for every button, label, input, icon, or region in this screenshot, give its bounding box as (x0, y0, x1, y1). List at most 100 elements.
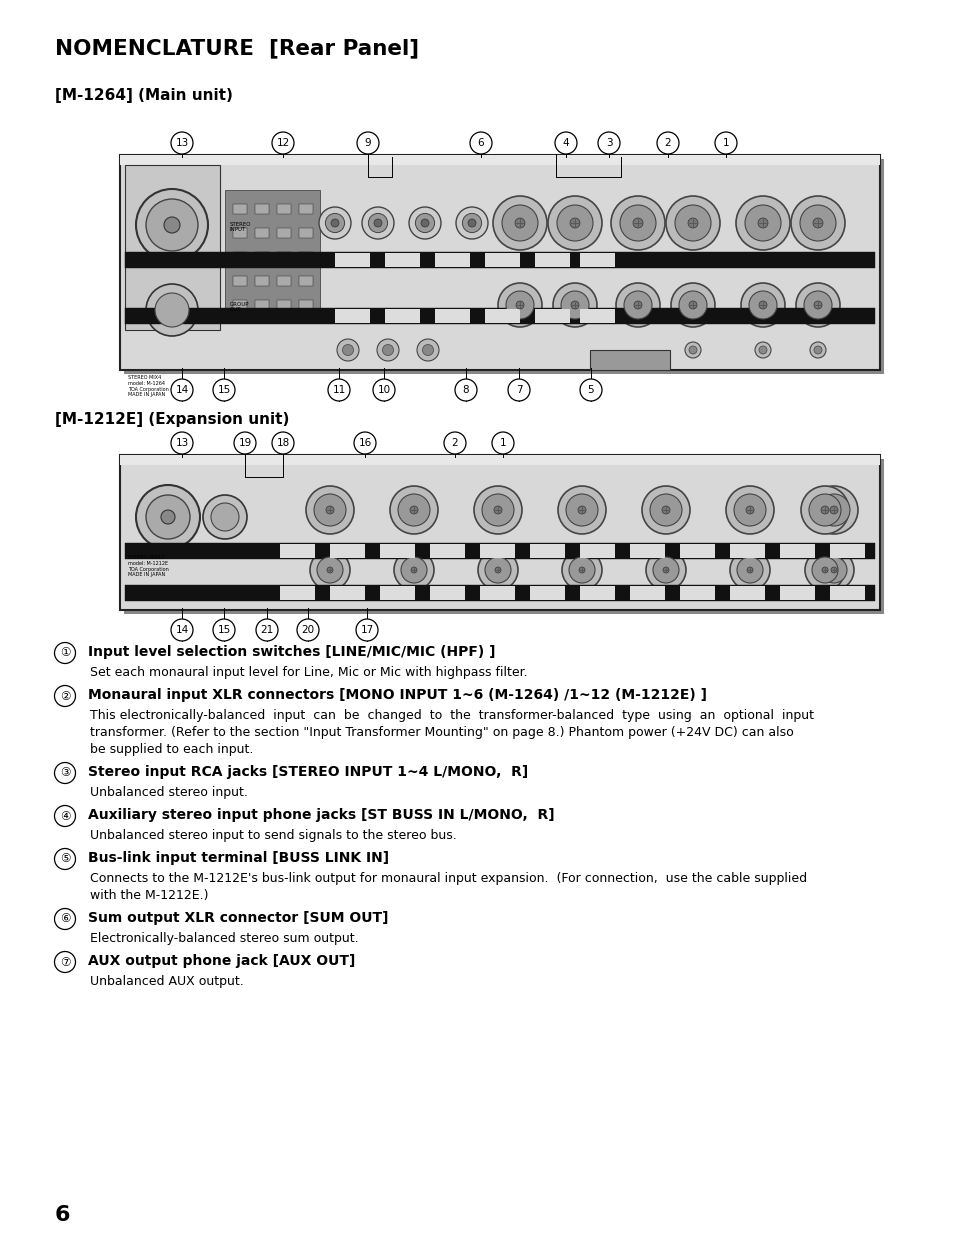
Text: 21: 21 (260, 625, 274, 635)
Bar (535, 253, 569, 267)
Circle shape (565, 494, 598, 526)
Bar (484, 253, 519, 267)
Text: with the M-1212E.): with the M-1212E.) (90, 889, 209, 902)
Circle shape (811, 557, 837, 583)
Circle shape (547, 196, 601, 249)
Circle shape (495, 567, 500, 573)
Circle shape (649, 494, 681, 526)
Bar (729, 585, 764, 600)
Bar (679, 585, 714, 600)
Circle shape (410, 506, 417, 514)
Bar (225, 190, 319, 320)
Text: 8: 8 (462, 385, 469, 395)
Circle shape (558, 487, 605, 534)
Text: 17: 17 (360, 625, 374, 635)
Circle shape (327, 567, 333, 573)
Circle shape (376, 338, 398, 361)
Bar (298, 252, 313, 262)
Circle shape (409, 207, 440, 240)
Circle shape (481, 494, 514, 526)
Bar (233, 300, 247, 310)
Bar (254, 275, 269, 287)
Bar (298, 228, 313, 238)
Circle shape (255, 619, 277, 641)
Circle shape (171, 132, 193, 154)
Bar (330, 585, 365, 600)
Bar (385, 253, 419, 267)
Bar (120, 454, 879, 610)
Text: 13: 13 (175, 138, 189, 148)
Bar (629, 543, 664, 558)
Circle shape (515, 219, 524, 228)
Text: ④: ④ (60, 809, 71, 823)
Bar (276, 252, 291, 262)
Bar (435, 309, 470, 324)
Circle shape (569, 219, 579, 228)
Bar (120, 454, 879, 466)
Circle shape (420, 219, 429, 227)
Circle shape (505, 291, 534, 319)
Circle shape (688, 346, 697, 354)
Circle shape (411, 567, 416, 573)
Circle shape (164, 217, 180, 233)
Circle shape (670, 283, 714, 327)
Circle shape (477, 550, 517, 590)
Circle shape (474, 487, 521, 534)
Circle shape (336, 338, 358, 361)
Bar (479, 543, 515, 558)
Bar (379, 585, 415, 600)
Circle shape (652, 557, 679, 583)
Text: 9: 9 (364, 138, 371, 148)
Circle shape (54, 848, 75, 869)
Circle shape (809, 487, 857, 534)
Circle shape (714, 132, 737, 154)
Bar (125, 585, 874, 601)
Text: 2: 2 (664, 138, 671, 148)
Text: 13: 13 (175, 438, 189, 448)
Circle shape (687, 219, 698, 228)
Text: 16: 16 (358, 438, 372, 448)
Bar (233, 275, 247, 287)
Circle shape (795, 283, 840, 327)
Text: 15: 15 (217, 385, 231, 395)
Circle shape (203, 495, 247, 538)
Circle shape (821, 506, 828, 514)
Circle shape (830, 567, 836, 573)
Text: Set each monaural input level for Line, Mic or Mic with highpass filter.: Set each monaural input level for Line, … (90, 666, 527, 679)
Circle shape (318, 207, 351, 240)
Text: [M-1264] (Main unit): [M-1264] (Main unit) (55, 88, 233, 103)
Bar (254, 300, 269, 310)
Text: 19: 19 (238, 438, 252, 448)
Bar (254, 252, 269, 262)
Circle shape (745, 506, 753, 514)
Circle shape (213, 379, 234, 401)
Circle shape (493, 196, 546, 249)
Circle shape (733, 494, 765, 526)
Bar (276, 300, 291, 310)
Circle shape (211, 503, 239, 531)
Circle shape (748, 291, 776, 319)
Bar (530, 543, 564, 558)
Circle shape (657, 132, 679, 154)
Circle shape (688, 301, 697, 309)
Circle shape (374, 219, 381, 227)
Circle shape (325, 214, 344, 232)
Bar (120, 156, 879, 370)
Circle shape (470, 132, 492, 154)
Circle shape (578, 567, 584, 573)
Text: ⑦: ⑦ (60, 956, 71, 968)
Text: GROUP
OUT: GROUP OUT (230, 301, 250, 312)
Circle shape (758, 219, 767, 228)
Circle shape (507, 379, 530, 401)
Circle shape (146, 199, 198, 251)
Bar (233, 228, 247, 238)
Text: 2: 2 (451, 438, 457, 448)
Circle shape (555, 132, 577, 154)
Circle shape (171, 619, 193, 641)
Text: Unbalanced AUX output.: Unbalanced AUX output. (90, 974, 244, 988)
Circle shape (171, 379, 193, 401)
Circle shape (598, 132, 619, 154)
Circle shape (679, 291, 706, 319)
Bar (729, 543, 764, 558)
Circle shape (213, 619, 234, 641)
